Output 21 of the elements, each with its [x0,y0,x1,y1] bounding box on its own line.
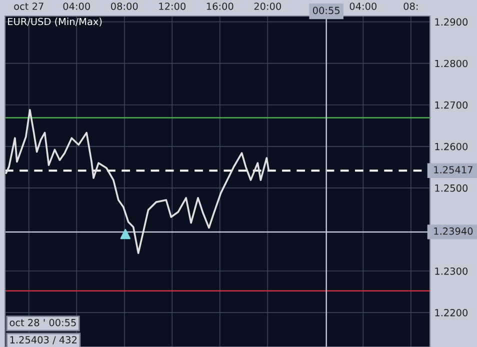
y-tick-label: 1.2200 [435,309,468,316]
y-tick-label: 1.2600 [435,142,468,150]
ref-line-label: 1.23940 [434,227,473,235]
x-tick-label: 16:00 [206,2,234,10]
x-tick-label: 08: [404,2,418,10]
x-tick-label: 08:00 [111,2,138,10]
y-tick-label: 1.2700 [435,101,468,109]
y-tick-label: 1.2800 [435,60,468,68]
x-tick-label: 04:00 [63,2,90,10]
y-tick-label: 1.2300 [435,267,468,275]
ref-line-label: 00:55 [312,6,340,14]
annotation: oct 28 ' 00:55 [10,318,76,326]
x-tick-label: oct 27 [14,2,44,10]
x-tick-label: 04:00 [350,2,377,10]
ref-line-label: 1.25417 [434,166,472,174]
x-tick-label: 20:00 [254,2,282,10]
y-tick-label: 1.2500 [435,184,468,192]
chart-title: EUR/USD (Min/Max) [8,18,102,26]
annotation: 1.25403 / 432 [10,336,76,344]
x-tick-label: 12:00 [159,2,186,10]
y-tick-label: 1.2900 [435,18,468,26]
